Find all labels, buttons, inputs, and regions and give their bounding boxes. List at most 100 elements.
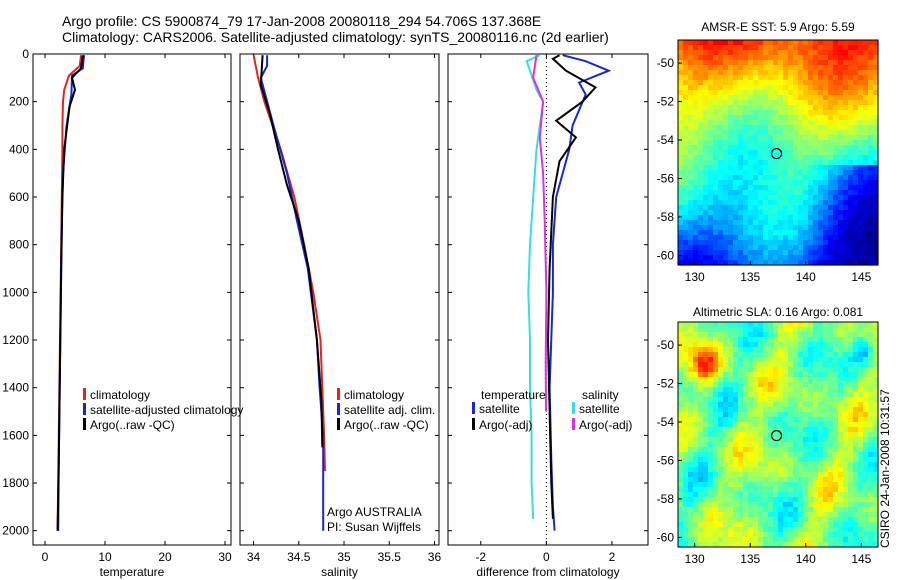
heatmap-cell [803, 185, 809, 191]
heatmap-cell [783, 457, 789, 463]
heatmap-cell [728, 427, 734, 433]
heatmap-cell [708, 65, 714, 71]
heatmap-cell [783, 120, 789, 126]
heatmap-cell [828, 362, 834, 368]
heatmap-cell [758, 205, 764, 211]
heatmap-cell [768, 250, 774, 256]
heatmap-cell [853, 50, 859, 56]
heatmap-cell [808, 140, 814, 146]
heatmap-cell [733, 382, 739, 388]
heatmap-cell [683, 150, 689, 156]
heatmap-cell [723, 387, 729, 393]
heatmap-cell [693, 65, 699, 71]
heatmap-cell [733, 185, 739, 191]
heatmap-cell [723, 372, 729, 378]
heatmap-cell [768, 115, 774, 121]
heatmap-cell [713, 65, 719, 71]
heatmap-cell [773, 367, 779, 373]
heatmap-cell [758, 215, 764, 221]
heatmap-cell [703, 185, 709, 191]
heatmap-cell [738, 45, 744, 51]
heatmap-cell [853, 512, 859, 518]
heatmap-cell [688, 407, 694, 413]
heatmap-cell [813, 255, 819, 261]
heatmap-cell [793, 332, 799, 338]
heatmap-cell [778, 417, 784, 423]
heatmap-cell [863, 220, 869, 226]
heatmap-cell [833, 90, 839, 96]
heatmap-cell [768, 190, 774, 196]
heatmap-cell [678, 115, 684, 121]
heatmap-cell [843, 135, 849, 141]
heatmap-cell [798, 357, 804, 363]
heatmap-cell [853, 160, 859, 166]
heatmap-cell [748, 40, 754, 46]
heatmap-cell [763, 352, 769, 358]
figure-title-line1: Argo profile: CS 5900874_79 17-Jan-2008 … [62, 13, 541, 29]
heatmap-cell [848, 387, 854, 393]
heatmap-cell [683, 457, 689, 463]
heatmap-cell [803, 377, 809, 383]
heatmap-cell [693, 412, 699, 418]
heatmap-cell [793, 115, 799, 121]
heatmap-cell [813, 170, 819, 176]
heatmap-cell [753, 527, 759, 533]
heatmap-cell [748, 85, 754, 91]
heatmap-cell [698, 240, 704, 246]
heatmap-cell [873, 437, 879, 443]
series-line-satellite [548, 54, 612, 531]
heatmap-cell [678, 255, 684, 261]
heatmap-cell [803, 220, 809, 226]
heatmap-cell [848, 342, 854, 348]
heatmap-cell [763, 230, 769, 236]
heatmap-cell [763, 517, 769, 523]
heatmap-cell [823, 190, 829, 196]
heatmap-cell [833, 205, 839, 211]
heatmap-cell [733, 342, 739, 348]
heatmap-cell [683, 260, 689, 266]
heatmap-cell [743, 462, 749, 468]
heatmap-cell [833, 220, 839, 226]
heatmap-cell [683, 367, 689, 373]
heatmap-cell [703, 145, 709, 151]
heatmap-cell [813, 195, 819, 201]
heatmap-cell [678, 367, 684, 373]
heatmap-cell [693, 180, 699, 186]
heatmap-cell [778, 512, 784, 518]
heatmap-cell [793, 377, 799, 383]
heatmap-cell [698, 517, 704, 523]
heatmap-cell [848, 220, 854, 226]
heatmap-cell [863, 412, 869, 418]
heatmap-cell [728, 140, 734, 146]
heatmap-cell [718, 230, 724, 236]
heatmap-cell [853, 150, 859, 156]
heatmap-cell [808, 205, 814, 211]
heatmap-cell [728, 70, 734, 76]
heatmap-cell [843, 437, 849, 443]
heatmap-cell [873, 357, 879, 363]
heatmap-cell [748, 80, 754, 86]
heatmap-cell [793, 200, 799, 206]
heatmap-cell [818, 447, 824, 453]
heatmap-cell [838, 140, 844, 146]
heatmap-cell [798, 85, 804, 91]
heatmap-cell [693, 372, 699, 378]
heatmap-cell [853, 357, 859, 363]
heatmap-cell [818, 532, 824, 538]
heatmap-cell [838, 507, 844, 513]
heatmap-cell [678, 332, 684, 338]
heatmap-cell [713, 387, 719, 393]
heatmap-cell [833, 382, 839, 388]
heatmap-cell [698, 442, 704, 448]
heatmap-cell [758, 462, 764, 468]
heatmap-cell [708, 507, 714, 513]
heatmap-cell [793, 225, 799, 231]
heatmap-cell [838, 392, 844, 398]
heatmap-cell [853, 155, 859, 161]
heatmap-cell [763, 442, 769, 448]
heatmap-cell [698, 437, 704, 443]
heatmap-cell [738, 372, 744, 378]
heatmap-cell [783, 472, 789, 478]
heatmap-cell [863, 215, 869, 221]
heatmap-cell [813, 105, 819, 111]
